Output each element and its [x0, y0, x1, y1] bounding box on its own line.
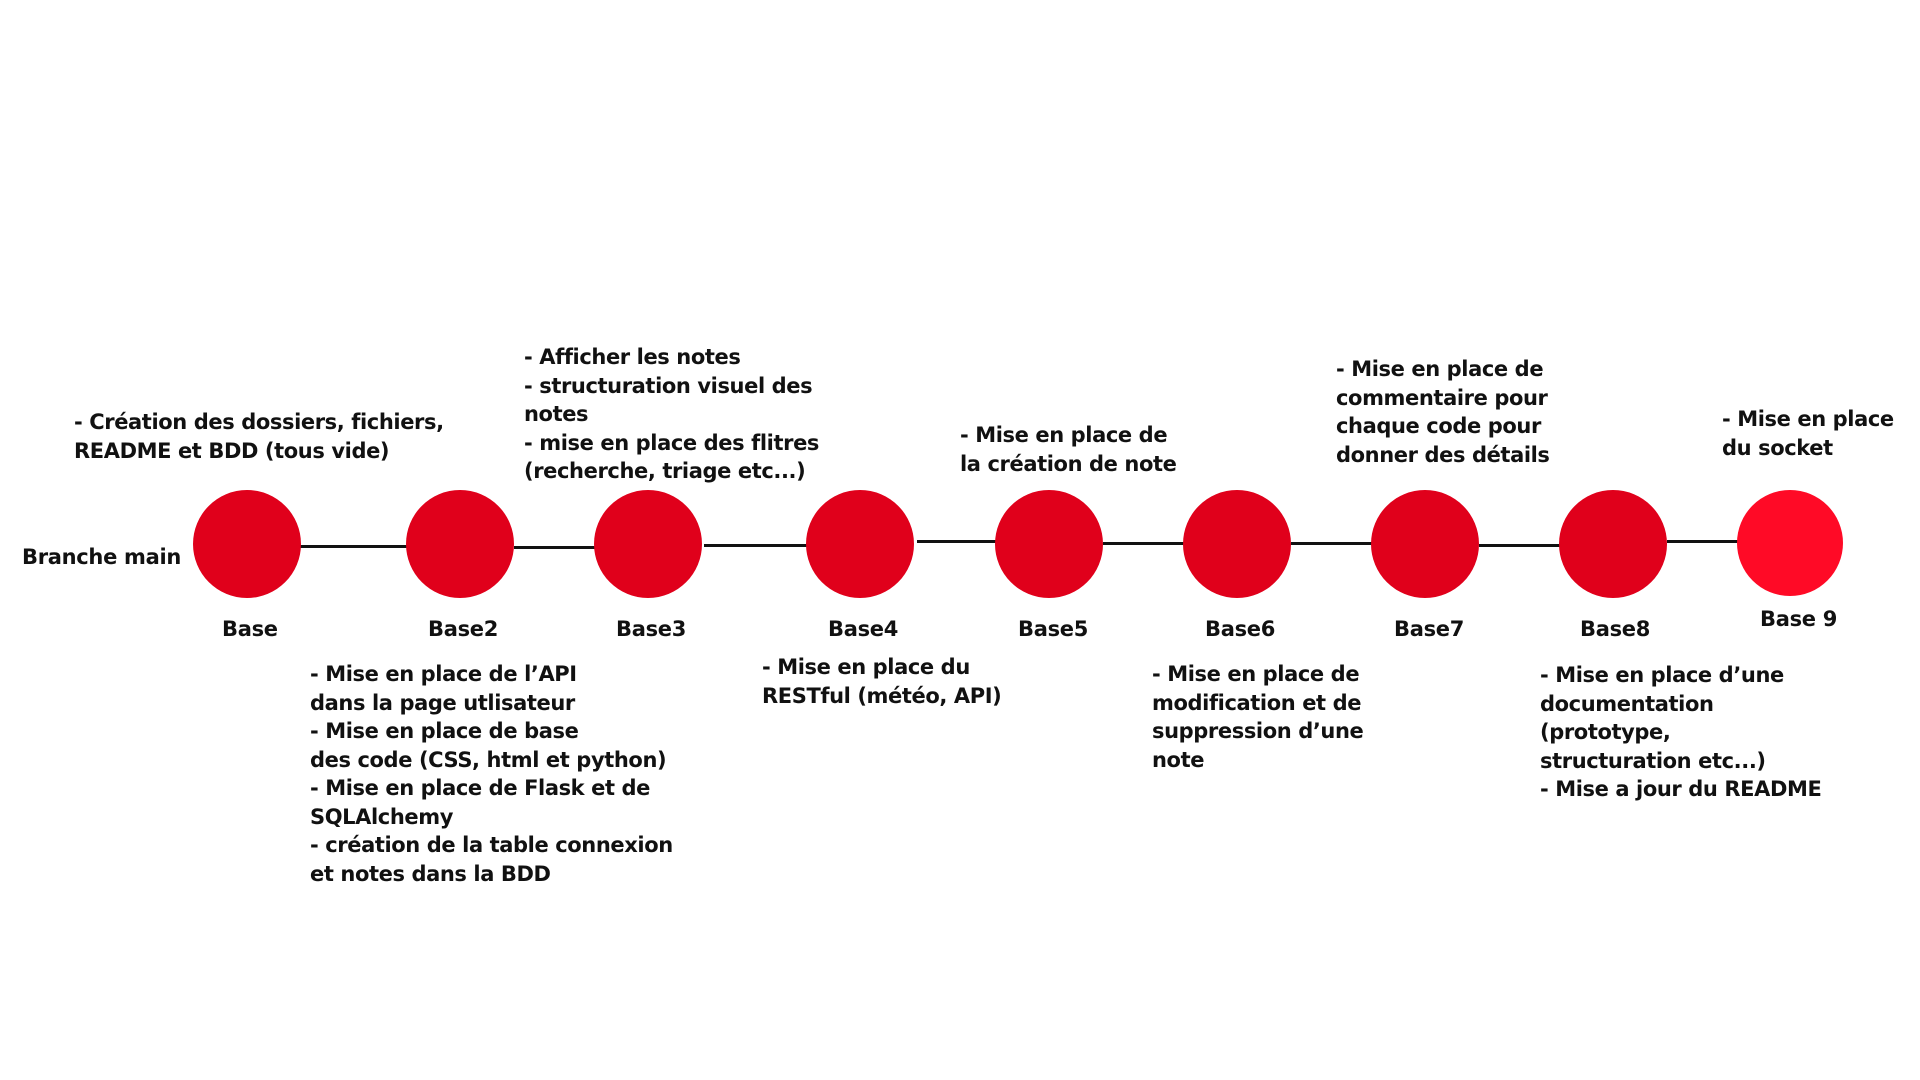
connector-line [704, 544, 816, 547]
commit-note: - Mise en place de la création de note [960, 423, 1177, 476]
commit-label: Base3 [616, 617, 687, 641]
connector-line [1667, 540, 1747, 543]
connector-line [917, 540, 1001, 543]
commit-label: Base7 [1394, 617, 1465, 641]
commit-node-base3 [594, 490, 702, 598]
commit-node-base4 [806, 490, 914, 598]
commit-note: - Afficher les notes - structuration vis… [524, 345, 820, 483]
commit-note: - Mise en place de modification et de su… [1152, 662, 1364, 772]
commit-label: Base4 [828, 617, 899, 641]
commit-note: - Mise en place de l’API dans la page ut… [310, 662, 673, 886]
commit-label: Base5 [1018, 617, 1089, 641]
commit-node-base2 [406, 490, 514, 598]
commit-node-base5 [995, 490, 1103, 598]
commit-node-base8 [1559, 490, 1667, 598]
branch-label: Branche main [22, 545, 182, 569]
connector-line [300, 545, 412, 548]
connector-line [1291, 542, 1377, 545]
commit-note: - Mise en place du RESTful (météo, API) [762, 655, 1002, 708]
commit-node-base-9 [1737, 490, 1843, 596]
connector-line [1479, 544, 1567, 547]
commit-label: Base8 [1580, 617, 1651, 641]
commit-note: - Création des dossiers, fichiers, READM… [74, 410, 444, 463]
commit-node-base6 [1183, 490, 1291, 598]
commit-label: Base6 [1205, 617, 1276, 641]
commit-node-base [193, 490, 301, 598]
commit-label: Base 9 [1760, 607, 1838, 631]
commit-label: Base2 [428, 617, 499, 641]
commit-label: Base [222, 617, 278, 641]
commit-node-base7 [1371, 490, 1479, 598]
commit-note: - Mise en place du socket [1722, 407, 1894, 460]
commit-note: - Mise en place de commentaire pour chaq… [1336, 357, 1550, 467]
commit-note: - Mise en place d’une documentation (pro… [1540, 663, 1822, 801]
connector-line [1103, 542, 1189, 545]
connector-line [514, 546, 604, 549]
